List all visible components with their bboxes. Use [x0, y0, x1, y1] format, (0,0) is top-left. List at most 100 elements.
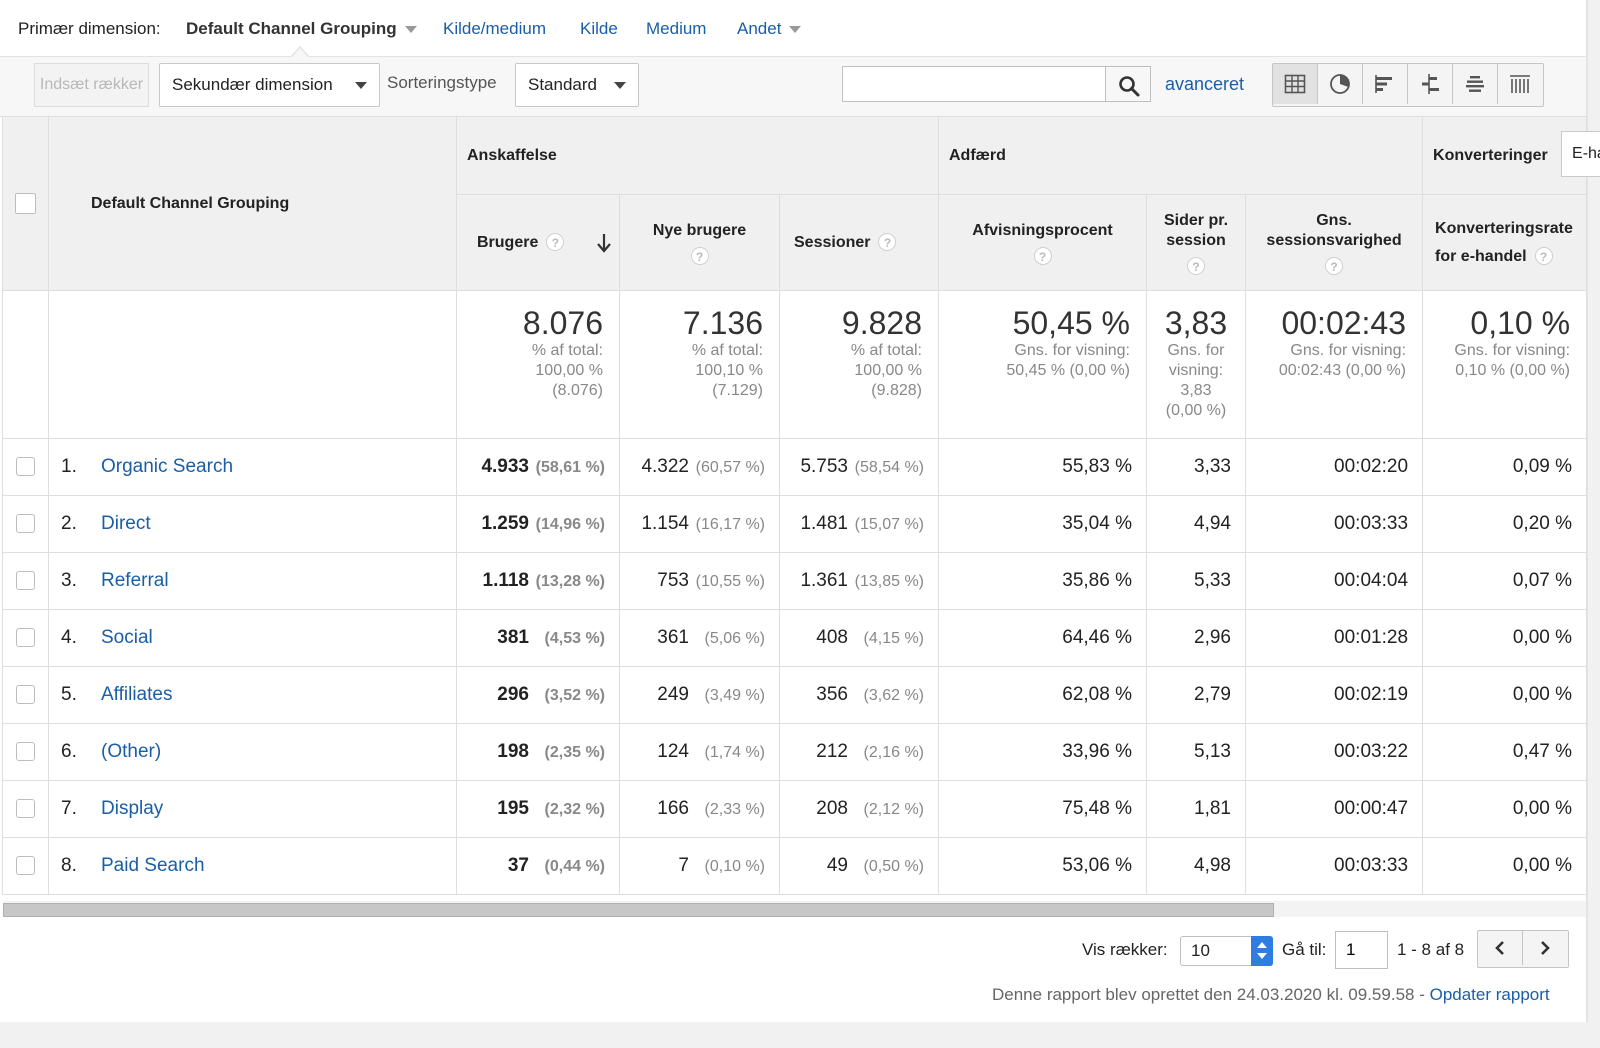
primary-dimension-current[interactable]: Default Channel Grouping	[186, 19, 417, 39]
row-users: 296	[497, 684, 529, 705]
row-new-users-pct: (1,74 %)	[704, 744, 765, 761]
chevron-down-icon	[614, 82, 626, 89]
dimension-link-source[interactable]: Kilde	[580, 19, 618, 38]
dimension-header[interactable]: Default Channel Grouping	[48, 116, 457, 291]
search-button[interactable]	[1105, 66, 1151, 102]
column-users[interactable]: Brugere?	[456, 194, 620, 291]
column-bounce-rate[interactable]: Afvisningsprocent?	[938, 194, 1147, 291]
row-index: 3.	[61, 570, 77, 591]
insert-rows-button[interactable]: Indsæt rækker	[34, 63, 149, 107]
goto-page-input[interactable]	[1335, 931, 1388, 969]
row-new-users: 7	[678, 855, 689, 876]
row-checkbox[interactable]	[16, 571, 35, 591]
row-sessions-cell: 49 (0,50 %)	[779, 837, 939, 895]
term-cloud-view-button[interactable]	[1453, 64, 1498, 104]
sort-type-dropdown[interactable]: Standard	[515, 63, 639, 107]
row-dimension-cell: 2. Direct	[48, 495, 457, 553]
row-checkbox-cell	[2, 495, 49, 553]
channel-link[interactable]: Social	[101, 627, 153, 648]
row-checkbox[interactable]	[16, 514, 35, 534]
row-users-cell: 1.118 (13,28 %)	[456, 552, 620, 610]
dimension-link-source-medium[interactable]: Kilde/medium	[443, 19, 546, 38]
channel-link[interactable]: Direct	[101, 513, 151, 534]
group-behavior: Adfærd	[937, 116, 1424, 195]
column-avg-session-duration[interactable]: Gns. sessionsvarighed?	[1244, 194, 1424, 291]
help-icon[interactable]: ?	[1325, 256, 1343, 275]
row-checkbox[interactable]	[16, 856, 35, 876]
column-new-users[interactable]: Nye brugere?	[619, 194, 780, 291]
help-icon[interactable]: ?	[1534, 247, 1553, 266]
secondary-dimension-dropdown[interactable]: Sekundær dimension	[159, 63, 380, 107]
conversions-select[interactable]: E-handel	[1561, 131, 1600, 177]
total-users: 8.076 % af total: 100,00 % (8.076)	[456, 290, 620, 439]
total-sessions-l1: % af total:	[850, 342, 922, 359]
row-conversion-rate: 0,09 %	[1422, 438, 1588, 496]
column-conversion-rate[interactable]: Konverteringsrate for e-handel?	[1422, 194, 1588, 291]
advanced-filter-link[interactable]: avanceret	[1165, 74, 1245, 94]
group-conversions: Konverteringer E-handel	[1422, 116, 1600, 195]
total-users-l2: 100,00 %	[535, 362, 603, 379]
channel-link[interactable]: (Other)	[101, 741, 162, 762]
column-sessions[interactable]: Sessioner?	[779, 194, 939, 291]
row-checkbox[interactable]	[16, 799, 35, 819]
row-dimension-cell: 8. Paid Search	[48, 837, 457, 895]
row-new-users-cell: 753 (10,55 %)	[619, 552, 780, 610]
prev-page-button[interactable]	[1478, 931, 1523, 965]
channel-link[interactable]: Referral	[101, 570, 169, 591]
help-icon[interactable]: ?	[878, 233, 897, 252]
next-page-button[interactable]	[1523, 931, 1568, 965]
total-avg-duration: 00:02:43 Gns. for visning: 00:02:43 (0,0…	[1244, 290, 1424, 439]
pie-view-button[interactable]	[1318, 64, 1363, 104]
table-row: 8. Paid Search 37 (0,44 %) 7 (0,10 %) 49 (0,…	[2, 837, 1588, 895]
refresh-report-link[interactable]: Opdater rapport	[1429, 985, 1550, 1004]
table-view-button[interactable]	[1273, 64, 1318, 104]
column-sessions-label: Sessioner	[794, 233, 871, 251]
row-users-cell: 1.259 (14,96 %)	[456, 495, 620, 553]
dimension-link-other[interactable]: Andet	[737, 19, 802, 39]
help-icon[interactable]: ?	[690, 246, 709, 265]
channel-link[interactable]: Paid Search	[101, 855, 205, 876]
total-pages-l3: 3,83	[1180, 382, 1212, 399]
total-conversion-rate: 0,10 % Gns. for visning: 0,10 % (0,00 %)	[1422, 290, 1588, 439]
total-bounce-value: 50,45 %	[1012, 305, 1130, 341]
view-switcher	[1272, 63, 1544, 107]
total-conv-value: 0,10 %	[1470, 305, 1571, 341]
help-icon[interactable]: ?	[1187, 256, 1205, 275]
column-pages-per-session[interactable]: Sider pr. session?	[1146, 194, 1246, 291]
row-index: 4.	[61, 627, 77, 648]
dimension-link-medium[interactable]: Medium	[646, 19, 707, 38]
row-checkbox[interactable]	[16, 685, 35, 705]
row-dimension-cell: 1. Organic Search	[48, 438, 457, 496]
row-checkbox[interactable]	[16, 628, 35, 648]
comparison-view-button[interactable]	[1408, 64, 1453, 104]
row-sessions-pct: (3,62 %)	[863, 687, 924, 704]
row-sessions-pct: (2,12 %)	[863, 801, 924, 818]
row-users: 37	[507, 855, 529, 876]
row-checkbox[interactable]	[16, 457, 35, 477]
total-pages-value: 3,83	[1164, 305, 1228, 341]
pivot-view-button[interactable]	[1498, 64, 1543, 104]
column-duration-label-2: sessionsvarighed	[1266, 231, 1402, 249]
row-sessions-pct: (4,15 %)	[863, 630, 924, 647]
channel-link[interactable]: Organic Search	[101, 456, 234, 477]
row-sessions-cell: 408 (4,15 %)	[779, 609, 939, 667]
performance-view-button[interactable]	[1363, 64, 1408, 104]
row-new-users: 4.322	[641, 456, 689, 477]
row-bounce-rate: 75,48 %	[938, 780, 1147, 838]
report-created-note: Denne rapport blev oprettet den 24.03.20…	[992, 985, 1550, 1005]
row-pages-per-session: 5,13	[1146, 723, 1246, 781]
help-icon[interactable]: ?	[1033, 246, 1052, 265]
row-new-users: 361	[657, 627, 689, 648]
row-checkbox-cell	[2, 780, 49, 838]
row-new-users-cell: 249 (3,49 %)	[619, 666, 780, 724]
page-range: 1 - 8 af 8	[1397, 940, 1465, 959]
help-icon[interactable]: ?	[546, 233, 565, 252]
select-all-checkbox[interactable]	[15, 193, 36, 214]
show-rows-select[interactable]: 10	[1180, 936, 1273, 966]
table-search-input[interactable]	[842, 66, 1106, 102]
channel-link[interactable]: Affiliates	[101, 684, 173, 705]
row-users: 1.259	[481, 513, 529, 534]
row-checkbox[interactable]	[16, 742, 35, 762]
horizontal-scrollbar-thumb[interactable]	[3, 903, 1274, 917]
channel-link[interactable]: Display	[101, 798, 164, 819]
